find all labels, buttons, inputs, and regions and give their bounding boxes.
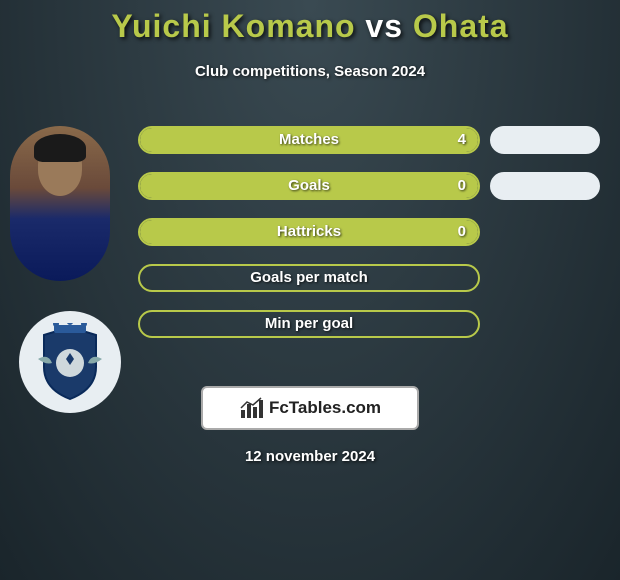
player1-bar: Min per goal — [138, 310, 480, 338]
footer-date: 12 november 2024 — [0, 448, 620, 465]
vs-separator: vs — [365, 8, 403, 44]
player1-bar: Hattricks0 — [138, 218, 480, 246]
stat-row: Goals0 — [138, 172, 620, 200]
player2-bar — [490, 172, 600, 200]
stat-label: Goals per match — [140, 266, 478, 290]
player1-value: 0 — [458, 220, 466, 244]
stat-label: Hattricks — [140, 220, 478, 244]
stat-label: Goals — [140, 174, 478, 198]
player1-avatar — [10, 126, 110, 281]
player1-bar: Goals per match — [138, 264, 480, 292]
player1-name: Yuichi Komano — [111, 8, 355, 44]
stat-row: Hattricks0 — [138, 218, 620, 246]
chart-icon — [239, 396, 265, 420]
player1-bar: Goals0 — [138, 172, 480, 200]
stat-row: Goals per match — [138, 264, 620, 292]
source-badge: FcTables.com — [201, 386, 419, 430]
subtitle: Club competitions, Season 2024 — [0, 63, 620, 80]
chart-area: Matches4Goals0Hattricks0Goals per matchM… — [0, 126, 620, 338]
player1-value: 0 — [458, 174, 466, 198]
stat-label: Matches — [140, 128, 478, 152]
player2-name: Ohata — [413, 8, 509, 44]
source-text: FcTables.com — [269, 398, 381, 418]
stat-bars: Matches4Goals0Hattricks0Goals per matchM… — [138, 126, 620, 338]
stat-label: Min per goal — [140, 312, 478, 336]
stat-row: Matches4 — [138, 126, 620, 154]
club-logo — [19, 311, 121, 413]
stat-row: Min per goal — [138, 310, 620, 338]
shield-icon — [34, 323, 106, 401]
player1-bar: Matches4 — [138, 126, 480, 154]
player2-bar — [490, 126, 600, 154]
player1-value: 4 — [458, 128, 466, 152]
comparison-title: Yuichi Komano vs Ohata — [0, 0, 620, 45]
